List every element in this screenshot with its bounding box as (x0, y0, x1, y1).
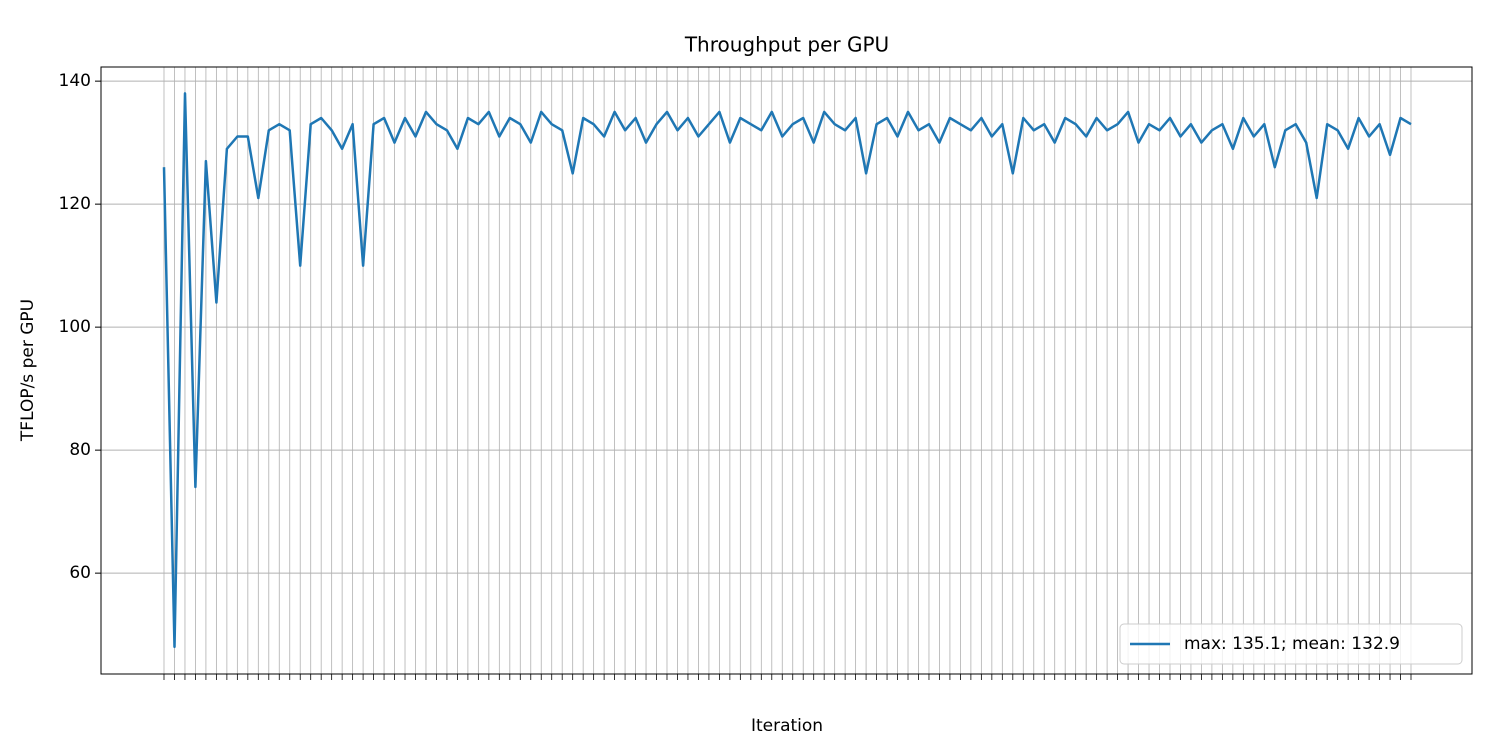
chart-title: Throughput per GPU (684, 33, 889, 57)
y-tick-label: 60 (69, 563, 91, 583)
legend-label: max: 135.1; mean: 132.9 (1184, 634, 1400, 654)
y-tick-label: 100 (59, 317, 91, 337)
line (162, 92, 1412, 649)
x-axis-label: Iteration (751, 716, 823, 736)
y-tick-label: 140 (59, 71, 91, 91)
y-axis-label: TFLOP/s per GPU (18, 299, 38, 442)
legend-box (1119, 623, 1463, 665)
y-tick-label: 80 (69, 440, 91, 460)
plot-frame (100, 66, 1473, 675)
y-tick-label: 120 (59, 194, 91, 214)
